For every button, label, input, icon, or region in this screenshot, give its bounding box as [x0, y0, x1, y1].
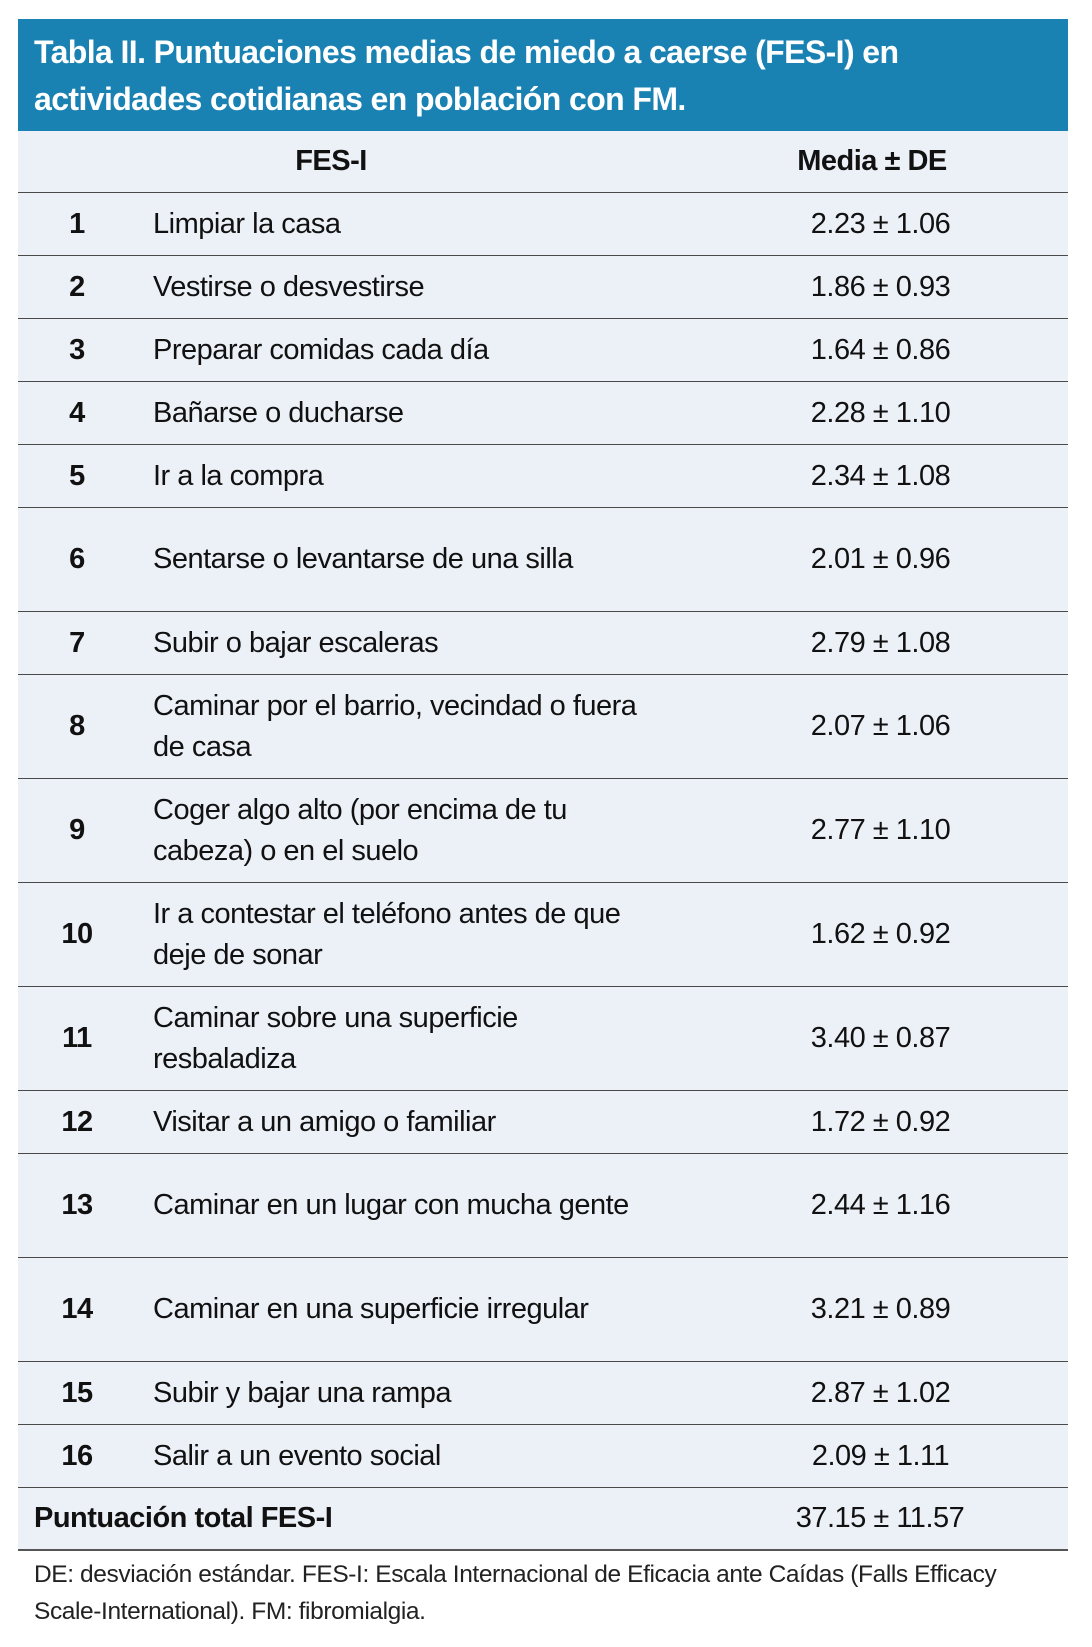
item-mean-sd: 1.86 ± 0.93	[810, 270, 951, 303]
table-row: 13 Caminar en un lugar con mucha gente 2.4…	[18, 1154, 1068, 1258]
item-number: 3	[69, 333, 85, 366]
item-mean-sd: 2.77 ± 1.10	[810, 814, 951, 846]
item-number: 11	[62, 1022, 92, 1054]
item-activity: Limpiar la casa	[153, 207, 341, 240]
item-number: 15	[61, 1376, 93, 1409]
item-activity: Sentarse o levantarse de una silla	[153, 543, 573, 575]
item-number: 13	[61, 1189, 93, 1221]
item-activity: Subir o bajar escaleras	[153, 626, 439, 659]
item-mean-sd: 3.40 ± 0.87	[810, 1022, 951, 1054]
table-row: 9 Coger algo alto (por encima de tu cabez…	[18, 779, 1068, 883]
item-activity: Caminar por el barrio, vecindad o fuera …	[153, 689, 637, 763]
item-activity: Ir a la compra	[153, 459, 324, 492]
item-number: 4	[69, 396, 85, 429]
item-number: 12	[61, 1105, 93, 1138]
item-activity: Subir y bajar una rampa	[153, 1376, 452, 1409]
table-row: 14 Caminar en una superficie irregular 3.2…	[18, 1258, 1068, 1362]
total-row: Puntuación total FES-I 37.15 ± 11.57	[18, 1488, 1068, 1551]
item-activity: Caminar en un lugar con mucha gente	[153, 1189, 629, 1221]
table-row: 6 Sentarse o levantarse de una silla 2.01 …	[18, 508, 1068, 612]
total-label: Puntuación total FES-I	[34, 1502, 333, 1534]
footnote: DE: desviación estándar. FES-I: Escala I…	[34, 1561, 997, 1625]
item-number: 8	[69, 710, 85, 742]
table-panel: Tabla II. Puntuaciones medias de miedo a…	[18, 19, 1068, 1551]
table-row: 3 Preparar comidas cada día 1.64 ± 0.86	[18, 319, 1068, 382]
item-mean-sd: 2.01 ± 0.96	[810, 543, 951, 575]
table-row: 7 Subir o bajar escaleras 2.79 ± 1.08	[18, 612, 1068, 675]
table-row: 16 Salir a un evento social 2.09 ± 1.11	[18, 1425, 1068, 1488]
table-row: 12 Visitar a un amigo o familiar 1.72 ± 0.…	[18, 1091, 1068, 1154]
item-mean-sd: 1.64 ± 0.86	[810, 333, 951, 366]
table-row: 10 Ir a contestar el teléfono antes de qu…	[18, 883, 1068, 987]
item-number: 14	[61, 1293, 93, 1325]
table-row: 2 Vestirse o desvestirse 1.86 ± 0.93	[18, 256, 1068, 319]
item-mean-sd: 2.79 ± 1.08	[810, 626, 951, 659]
table-row: 1 Limpiar la casa 2.23 ± 1.06	[18, 193, 1068, 256]
item-number: 1	[69, 207, 85, 240]
item-number: 5	[69, 459, 85, 492]
header-fes-i: FES-I	[295, 145, 367, 177]
table-row: 5 Ir a la compra 2.34 ± 1.08	[18, 445, 1068, 508]
item-activity: Salir a un evento social	[153, 1439, 441, 1472]
table-row: 15 Subir y bajar una rampa 2.87 ± 1.02	[18, 1362, 1068, 1425]
item-mean-sd: 3.21 ± 0.89	[810, 1293, 951, 1325]
total-value: 37.15 ± 11.57	[795, 1502, 965, 1534]
item-activity: Vestirse o desvestirse	[153, 270, 425, 303]
table-title: Tabla II. Puntuaciones medias de miedo a…	[18, 19, 1068, 131]
item-mean-sd: 2.23 ± 1.06	[810, 207, 951, 240]
item-activity: Ir a contestar el teléfono antes de que …	[153, 897, 621, 971]
data-table: FES-I Media ± DE 1 Limpiar la casa 2.23 ± …	[18, 131, 1068, 1551]
item-mean-sd: 2.87 ± 1.02	[810, 1376, 951, 1409]
item-number: 16	[61, 1439, 93, 1472]
table-row: 11 Caminar sobre una superficie resbaladi…	[18, 987, 1068, 1091]
item-activity: Caminar en una superficie irregular	[153, 1293, 589, 1325]
item-number: 7	[69, 626, 85, 659]
item-activity: Coger algo alto (por encima de tu cabeza…	[153, 793, 567, 867]
item-activity: Visitar a un amigo o familiar	[153, 1105, 496, 1138]
header-row: FES-I Media ± DE	[18, 131, 1068, 193]
item-mean-sd: 2.07 ± 1.06	[810, 710, 951, 742]
header-mean-sd: Media ± DE	[797, 145, 947, 177]
item-activity: Caminar sobre una superficie resbaladiza	[153, 1001, 518, 1075]
item-mean-sd: 2.44 ± 1.16	[810, 1189, 951, 1221]
item-activity: Preparar comidas cada día	[153, 333, 489, 366]
item-mean-sd: 2.34 ± 1.08	[810, 459, 951, 492]
item-activity: Bañarse o ducharse	[153, 396, 404, 429]
item-number: 10	[61, 918, 93, 950]
item-mean-sd: 2.09 ± 1.11	[811, 1439, 950, 1472]
table-row: 4 Bañarse o ducharse 2.28 ± 1.10	[18, 382, 1068, 445]
item-number: 2	[69, 270, 85, 303]
item-mean-sd: 1.62 ± 0.92	[810, 918, 951, 950]
item-mean-sd: 1.72 ± 0.92	[810, 1105, 951, 1138]
item-mean-sd: 2.28 ± 1.10	[810, 396, 951, 429]
table-row: 8 Caminar por el barrio, vecindad o fuera…	[18, 675, 1068, 779]
item-number: 9	[69, 814, 85, 846]
item-number: 6	[69, 543, 85, 575]
